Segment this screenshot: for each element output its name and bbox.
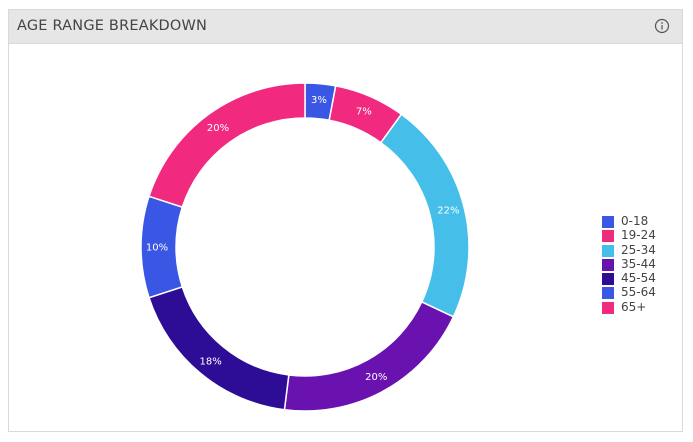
legend-swatch — [602, 216, 614, 228]
panel-header: AGE RANGE BREAKDOWN — [9, 10, 682, 44]
legend-label: 19-24 — [621, 228, 656, 243]
legend-item-45-54[interactable]: 45-54 — [601, 271, 681, 286]
legend-item-25-34[interactable]: 25-34 — [601, 242, 681, 258]
info-icon[interactable] — [654, 18, 670, 34]
legend-item-65+[interactable]: 65+ — [601, 299, 681, 315]
chart-area: 3% 7% 22% 20% 18% 10% 20% 0-18 19-24 25-34 35-44 4… — [9, 44, 682, 431]
legend-label: 55-64 — [621, 285, 656, 300]
legend-label: 65+ — [621, 299, 647, 314]
legend-label: 0-18 — [621, 214, 649, 228]
legend-item-0-18[interactable]: 0-18 — [601, 214, 681, 229]
slice-65+[interactable] — [148, 82, 306, 209]
legend-label: 35-44 — [621, 256, 656, 271]
slice-45-54[interactable] — [148, 285, 290, 411]
panel-title: AGE RANGE BREAKDOWN — [17, 18, 208, 34]
legend-swatch — [602, 258, 614, 271]
slice-label-65+: 20% — [207, 123, 229, 134]
legend-item-35-44[interactable]: 35-44 — [601, 256, 681, 272]
legend-item-55-64[interactable]: 55-64 — [601, 285, 681, 300]
legend-label: 25-34 — [621, 242, 656, 257]
legend-swatch — [602, 244, 614, 257]
slice-label-55-64: 10% — [146, 243, 168, 254]
legend-swatch — [602, 301, 614, 314]
legend-swatch — [602, 287, 614, 300]
legend-swatch — [602, 273, 614, 286]
slice-35-44[interactable] — [283, 300, 455, 412]
donut-chart: 3% 7% 22% 20% 18% 10% 20% — [140, 82, 470, 412]
slice-label-25-34: 22% — [437, 206, 459, 217]
age-range-panel: AGE RANGE BREAKDOWN 3% 7% 22% 20% 18% 10% 20% … — [8, 9, 683, 432]
slice-label-45-54: 18% — [200, 357, 222, 368]
legend-label: 45-54 — [621, 271, 656, 286]
legend-swatch — [602, 230, 614, 243]
chart-legend: 0-18 19-24 25-34 35-44 45-54 55-64 65+ — [601, 214, 681, 315]
slice-label-19-24: 7% — [356, 107, 372, 118]
legend-item-19-24[interactable]: 19-24 — [601, 228, 681, 243]
slice-label-0-18: 3% — [311, 95, 327, 106]
slice-label-35-44: 20% — [365, 372, 387, 383]
